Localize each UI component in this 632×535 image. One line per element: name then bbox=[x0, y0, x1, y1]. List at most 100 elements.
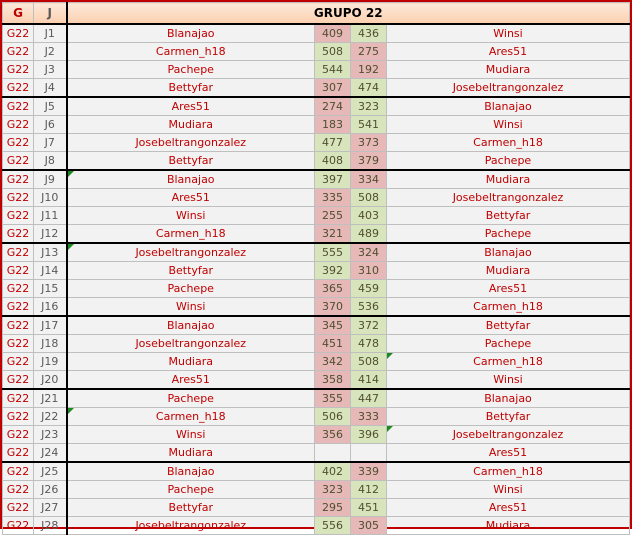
match-cell[interactable]: J18 bbox=[33, 334, 68, 353]
player1-cell[interactable]: Bettyfar bbox=[66, 261, 315, 280]
player2-cell[interactable]: Ares51 bbox=[386, 498, 630, 517]
player2-cell[interactable]: Pachepe bbox=[386, 334, 630, 353]
match-cell[interactable]: J19 bbox=[33, 352, 68, 371]
group-cell[interactable]: G22 bbox=[2, 498, 34, 517]
score1-cell[interactable]: 345 bbox=[314, 315, 351, 335]
score2-cell[interactable]: 414 bbox=[350, 370, 387, 390]
match-cell[interactable]: J21 bbox=[33, 388, 68, 408]
player1-cell[interactable]: Josebeltrangonzalez bbox=[66, 516, 315, 535]
player1-cell[interactable]: Winsi bbox=[66, 425, 315, 444]
match-cell[interactable]: J12 bbox=[33, 224, 68, 244]
score2-cell[interactable]: 333 bbox=[350, 407, 387, 426]
group-cell[interactable]: G22 bbox=[2, 188, 34, 207]
player2-cell[interactable]: Ares51 bbox=[386, 443, 630, 463]
group-cell[interactable]: G22 bbox=[2, 261, 34, 280]
group-cell[interactable]: G22 bbox=[2, 461, 34, 481]
match-cell[interactable]: J23 bbox=[33, 425, 68, 444]
player2-cell[interactable]: Josebeltrangonzalez bbox=[386, 188, 630, 207]
score2-cell[interactable]: 323 bbox=[350, 96, 387, 116]
score2-cell[interactable]: 310 bbox=[350, 261, 387, 280]
player1-cell[interactable]: Pachepe bbox=[66, 279, 315, 298]
player2-cell[interactable]: Pachepe bbox=[386, 151, 630, 171]
player2-cell[interactable]: Carmen_h18 bbox=[386, 297, 630, 317]
score2-cell[interactable]: 451 bbox=[350, 498, 387, 517]
match-cell[interactable]: J15 bbox=[33, 279, 68, 298]
group-cell[interactable]: G22 bbox=[2, 23, 34, 43]
score2-cell[interactable]: 334 bbox=[350, 169, 387, 189]
player2-cell[interactable]: Pachepe bbox=[386, 224, 630, 244]
match-cell[interactable]: J24 bbox=[33, 443, 68, 463]
score1-cell[interactable]: 358 bbox=[314, 370, 351, 390]
group-cell[interactable]: G22 bbox=[2, 388, 34, 408]
score2-cell[interactable]: 339 bbox=[350, 461, 387, 481]
group-cell[interactable]: G22 bbox=[2, 297, 34, 317]
player1-cell[interactable]: Bettyfar bbox=[66, 151, 315, 171]
player1-cell[interactable]: Josebeltrangonzalez bbox=[66, 242, 315, 262]
score1-cell[interactable]: 544 bbox=[314, 60, 351, 79]
match-cell[interactable]: J10 bbox=[33, 188, 68, 207]
score2-cell[interactable]: 379 bbox=[350, 151, 387, 171]
score2-cell[interactable]: 403 bbox=[350, 206, 387, 225]
match-cell[interactable]: J8 bbox=[33, 151, 68, 171]
player1-cell[interactable]: Carmen_h18 bbox=[66, 407, 315, 426]
score2-cell[interactable]: 474 bbox=[350, 78, 387, 98]
player2-cell[interactable]: Mudiara bbox=[386, 516, 630, 535]
match-cell[interactable]: J2 bbox=[33, 42, 68, 61]
match-cell[interactable]: J1 bbox=[33, 23, 68, 43]
group-cell[interactable]: G22 bbox=[2, 334, 34, 353]
score1-cell[interactable]: 335 bbox=[314, 188, 351, 207]
player1-cell[interactable]: Josebeltrangonzalez bbox=[66, 334, 315, 353]
score2-cell[interactable] bbox=[350, 443, 387, 463]
player2-cell[interactable]: Winsi bbox=[386, 23, 630, 43]
player2-cell[interactable]: Bettyfar bbox=[386, 407, 630, 426]
player2-cell[interactable]: Bettyfar bbox=[386, 315, 630, 335]
score1-cell[interactable] bbox=[314, 443, 351, 463]
group-cell[interactable]: G22 bbox=[2, 60, 34, 79]
player2-cell[interactable]: Ares51 bbox=[386, 42, 630, 61]
group-cell[interactable]: G22 bbox=[2, 206, 34, 225]
score1-cell[interactable]: 408 bbox=[314, 151, 351, 171]
match-cell[interactable]: J4 bbox=[33, 78, 68, 98]
player1-cell[interactable]: Mudiara bbox=[66, 352, 315, 371]
group-cell[interactable]: G22 bbox=[2, 42, 34, 61]
group-cell[interactable]: G22 bbox=[2, 425, 34, 444]
score1-cell[interactable]: 255 bbox=[314, 206, 351, 225]
score1-cell[interactable]: 451 bbox=[314, 334, 351, 353]
player1-cell[interactable]: Josebeltrangonzalez bbox=[66, 133, 315, 152]
score1-cell[interactable]: 555 bbox=[314, 242, 351, 262]
score1-cell[interactable]: 295 bbox=[314, 498, 351, 517]
match-cell[interactable]: J9 bbox=[33, 169, 68, 189]
score1-cell[interactable]: 307 bbox=[314, 78, 351, 98]
score1-cell[interactable]: 365 bbox=[314, 279, 351, 298]
score1-cell[interactable]: 392 bbox=[314, 261, 351, 280]
player1-cell[interactable]: Carmen_h18 bbox=[66, 224, 315, 244]
score2-cell[interactable]: 305 bbox=[350, 516, 387, 535]
group-cell[interactable]: G22 bbox=[2, 443, 34, 463]
player1-cell[interactable]: Blanajao bbox=[66, 461, 315, 481]
match-cell[interactable]: J17 bbox=[33, 315, 68, 335]
group-cell[interactable]: G22 bbox=[2, 133, 34, 152]
score1-cell[interactable]: 183 bbox=[314, 115, 351, 134]
score2-cell[interactable]: 508 bbox=[350, 188, 387, 207]
group-cell[interactable]: G22 bbox=[2, 407, 34, 426]
group-cell[interactable]: G22 bbox=[2, 242, 34, 262]
player1-cell[interactable]: Ares51 bbox=[66, 370, 315, 390]
group-cell[interactable]: G22 bbox=[2, 480, 34, 499]
group-cell[interactable]: G22 bbox=[2, 96, 34, 116]
player1-cell[interactable]: Pachepe bbox=[66, 480, 315, 499]
player1-cell[interactable]: Blanajao bbox=[66, 23, 315, 43]
group-cell[interactable]: G22 bbox=[2, 115, 34, 134]
player1-cell[interactable]: Mudiara bbox=[66, 443, 315, 463]
score1-cell[interactable]: 274 bbox=[314, 96, 351, 116]
player1-cell[interactable]: Winsi bbox=[66, 206, 315, 225]
score2-cell[interactable]: 447 bbox=[350, 388, 387, 408]
score2-cell[interactable]: 324 bbox=[350, 242, 387, 262]
score1-cell[interactable]: 355 bbox=[314, 388, 351, 408]
player2-cell[interactable]: Josebeltrangonzalez bbox=[386, 78, 630, 98]
player2-cell[interactable]: Carmen_h18 bbox=[386, 461, 630, 481]
group-cell[interactable]: G22 bbox=[2, 224, 34, 244]
score1-cell[interactable]: 508 bbox=[314, 42, 351, 61]
player2-cell[interactable]: Carmen_h18 bbox=[386, 352, 630, 371]
player2-cell[interactable]: Ares51 bbox=[386, 279, 630, 298]
match-cell[interactable]: J5 bbox=[33, 96, 68, 116]
